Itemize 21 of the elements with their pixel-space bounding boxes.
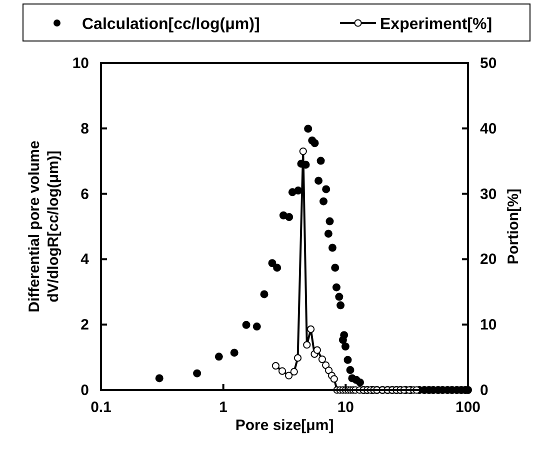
y-tick-label: 8 [80, 120, 89, 138]
legend-label: Calculation[cc/log(μm)] [82, 16, 260, 33]
y-tick-label: 0 [80, 382, 89, 399]
y2-tick-label: 40 [480, 120, 497, 138]
y2-axis-title: Portion[%] [505, 188, 522, 264]
y2-tick-label: 50 [480, 55, 497, 72]
y2-tick-label: 30 [480, 186, 497, 203]
x-axis-title: Pore size[μm] [235, 417, 334, 434]
legend-label: Experiment[%] [380, 16, 492, 33]
y2-tick-label: 20 [480, 251, 497, 268]
x-tick-label: 1 [219, 399, 228, 416]
y-axis-title: Differential pore volume dV/dlogR[cc/log(μm)] [26, 140, 62, 312]
y-tick-label: 4 [80, 251, 90, 268]
y-tick-label: 10 [72, 55, 89, 72]
x-tick-label: 100 [455, 399, 481, 416]
y-tick-label: 2 [80, 316, 89, 334]
x-tick-label: 0.1 [90, 399, 112, 416]
y-tick-label: 6 [80, 186, 89, 203]
y2-tick-label: 10 [480, 316, 497, 334]
y2-tick-label: 0 [480, 382, 488, 399]
x-tick-label: 10 [337, 399, 354, 416]
